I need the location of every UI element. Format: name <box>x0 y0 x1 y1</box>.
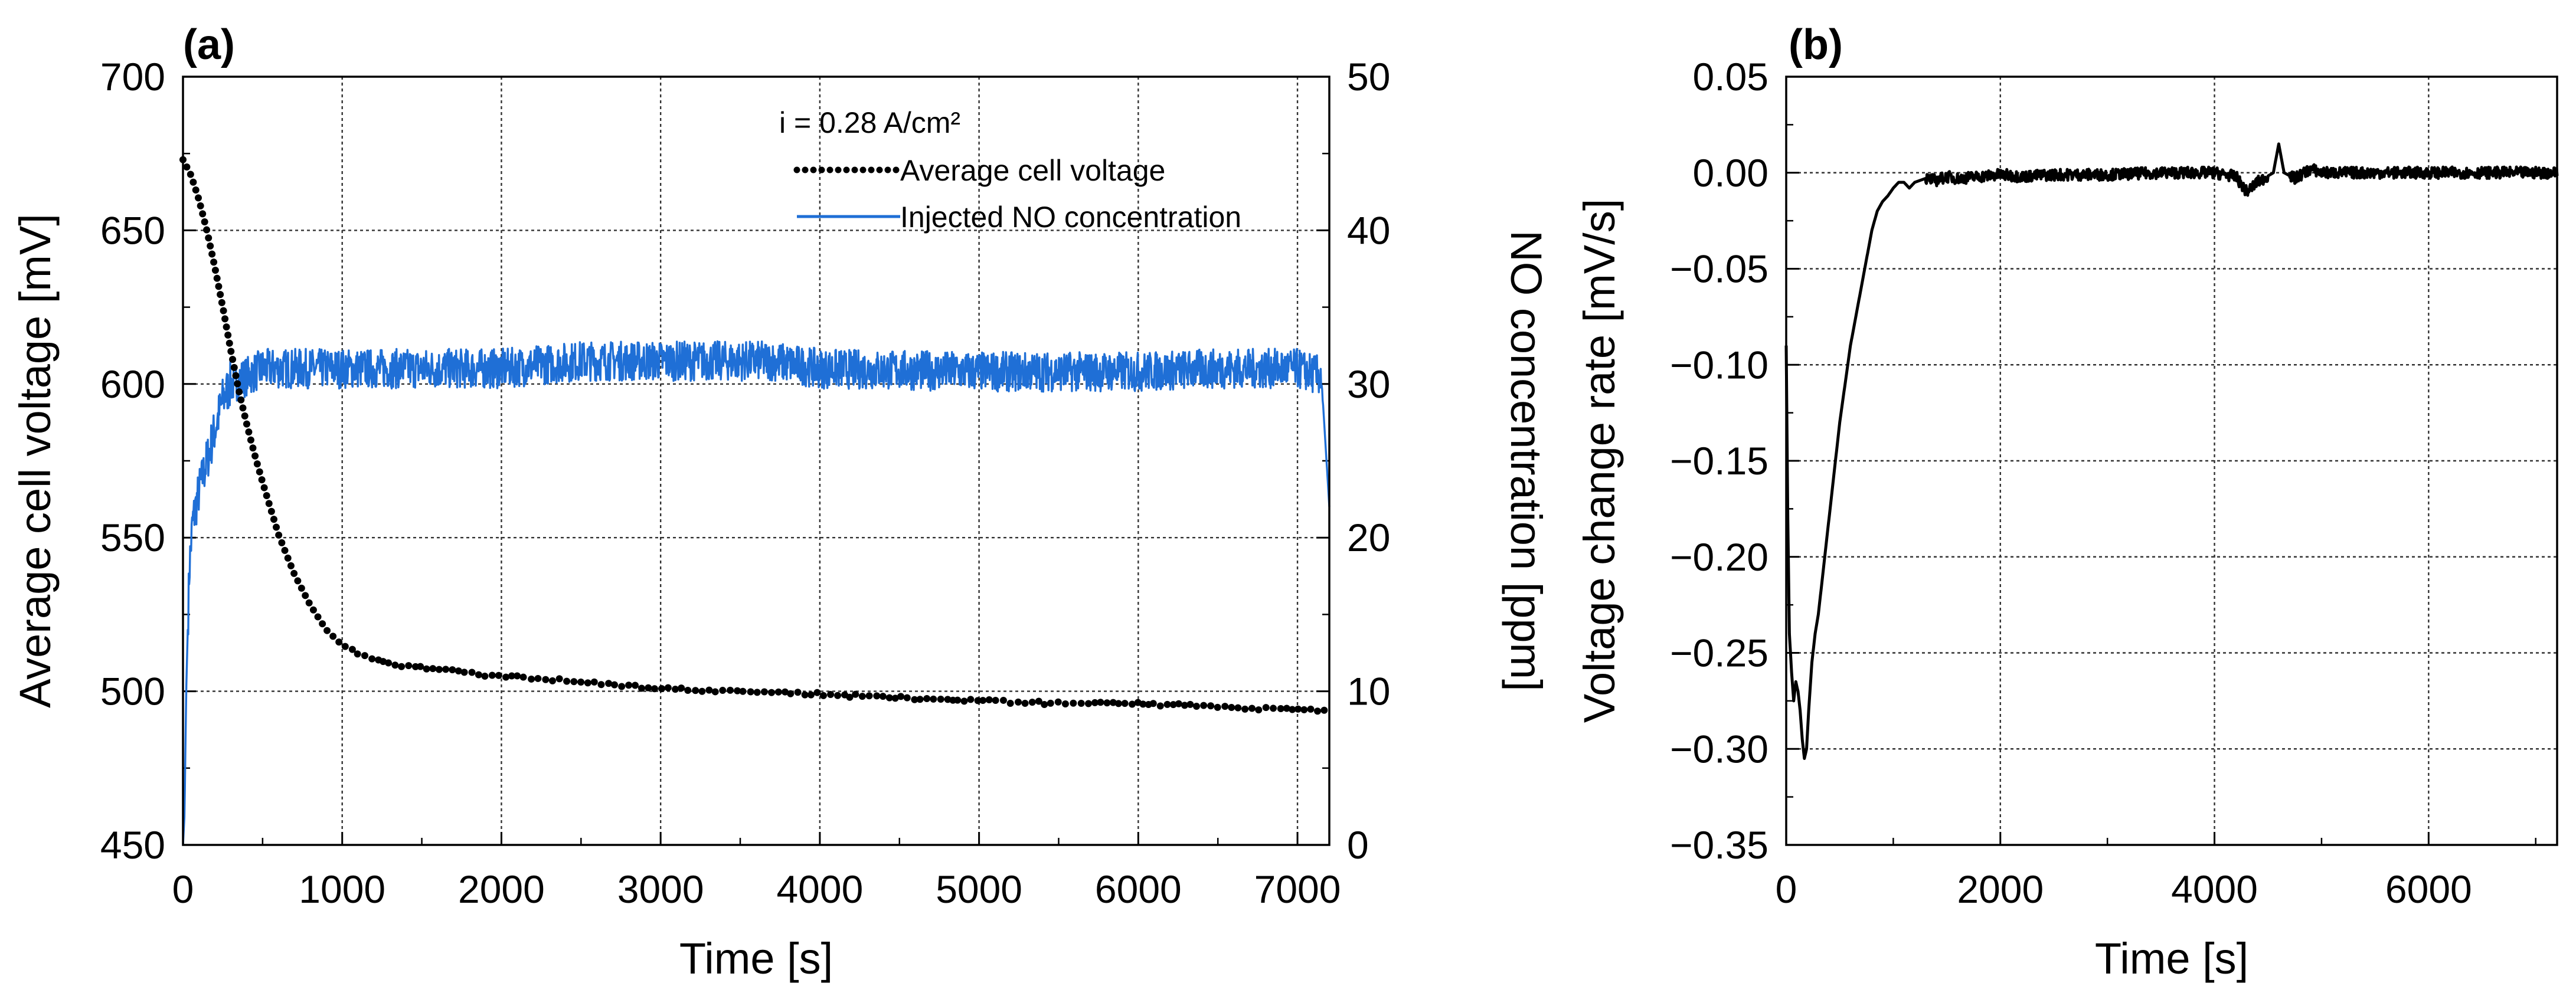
x-tick-label-2000: 2000 <box>458 867 545 911</box>
y-tick-label-8: 0.05 <box>1693 55 1768 99</box>
x-tick-label-6000: 6000 <box>2385 867 2472 911</box>
y-right-tick-label-50: 50 <box>1347 55 1390 99</box>
x-tick-label-5000: 5000 <box>936 867 1022 911</box>
y-right-tick-label-40: 40 <box>1347 208 1390 252</box>
panel-a-y-right-axis-title: NO concentration [ppm] <box>1502 230 1551 691</box>
x-tick-label-2000: 2000 <box>1957 867 2044 911</box>
y-tick-label-0: −0.35 <box>1670 823 1768 867</box>
panel-b-x-axis-title: Time [s] <box>2095 934 2248 983</box>
series-average-cell-voltage-line <box>179 156 1333 717</box>
panel-a-legend: i = 0.28 A/cm² Average cell voltage Inje… <box>779 106 1241 234</box>
y-right-tick-label-20: 20 <box>1347 516 1390 559</box>
panel-a-ticks: 0 1000 2000 3000 4000 5000 6000 700045050055060… <box>100 55 1391 911</box>
legend-label-no-concentration: Injected NO concentration <box>900 201 1241 234</box>
panel-a-chart: 0 1000 2000 3000 4000 5000 6000 700045050055060… <box>11 21 1551 983</box>
y-left-tick-label-650: 650 <box>100 208 165 252</box>
y-right-tick-label-0: 0 <box>1347 823 1369 867</box>
panel-a-plot-frame <box>182 76 1331 846</box>
panel-b-series <box>1784 142 2559 760</box>
panel-b-ticks: 0 2000 4000 6000 −0.35 −0.30 −0.25 −0.20 −0.15 −0… <box>1670 55 2536 911</box>
legend-label-voltage: Average cell voltage <box>900 154 1165 187</box>
y-tick-label-6: −0.05 <box>1670 247 1768 291</box>
current-density-annotation: i = 0.28 A/cm² <box>779 106 960 139</box>
y-tick-label-2: −0.25 <box>1670 631 1768 675</box>
x-tick-label-6000: 6000 <box>1095 867 1182 911</box>
panel-b-gridlines <box>1786 77 2557 845</box>
y-right-tick-label-30: 30 <box>1347 362 1390 406</box>
y-left-tick-label-550: 550 <box>100 516 165 559</box>
x-tick-label-3000: 3000 <box>617 867 704 911</box>
y-left-tick-label-500: 500 <box>100 670 165 713</box>
panel-b-chart: 0 2000 4000 6000 −0.35 −0.30 −0.25 −0.20 −0.15 −0… <box>1575 21 2559 983</box>
panel-a-series <box>179 156 1333 846</box>
x-tick-label-4000: 4000 <box>776 867 863 911</box>
y-left-tick-label-450: 450 <box>100 823 165 867</box>
y-left-tick-label-700: 700 <box>100 55 165 99</box>
panel-b-label: (b) <box>1789 21 1843 68</box>
y-tick-label-7: 0.00 <box>1693 151 1768 195</box>
x-tick-label-7000: 7000 <box>1254 867 1341 911</box>
x-tick-label-0: 0 <box>1776 867 1797 911</box>
y-tick-label-1: −0.30 <box>1670 727 1768 771</box>
panel-b-y-axis-title: Voltage change rate [mV/s] <box>1575 199 1624 723</box>
panel-a-gridlines <box>183 77 1329 845</box>
panel-a-label: (a) <box>183 21 235 68</box>
panel-a-y-left-axis-title: Average cell voltage [mV] <box>11 214 60 708</box>
panel-a-x-axis-title: Time [s] <box>679 934 833 983</box>
y-tick-label-4: −0.15 <box>1670 439 1768 483</box>
y-tick-label-5: −0.10 <box>1670 343 1768 386</box>
y-right-tick-label-10: 10 <box>1347 670 1390 713</box>
x-tick-label-0: 0 <box>172 867 194 911</box>
x-tick-label-1000: 1000 <box>299 867 385 911</box>
series-voltage-change-rate-line <box>1784 142 2559 760</box>
series-injected-no-concentration-line <box>182 340 1331 846</box>
y-tick-label-3: −0.20 <box>1670 535 1768 579</box>
x-tick-label-4000: 4000 <box>2171 867 2258 911</box>
panel-b-plot-frame <box>1785 76 2558 846</box>
y-left-tick-label-600: 600 <box>100 362 165 406</box>
